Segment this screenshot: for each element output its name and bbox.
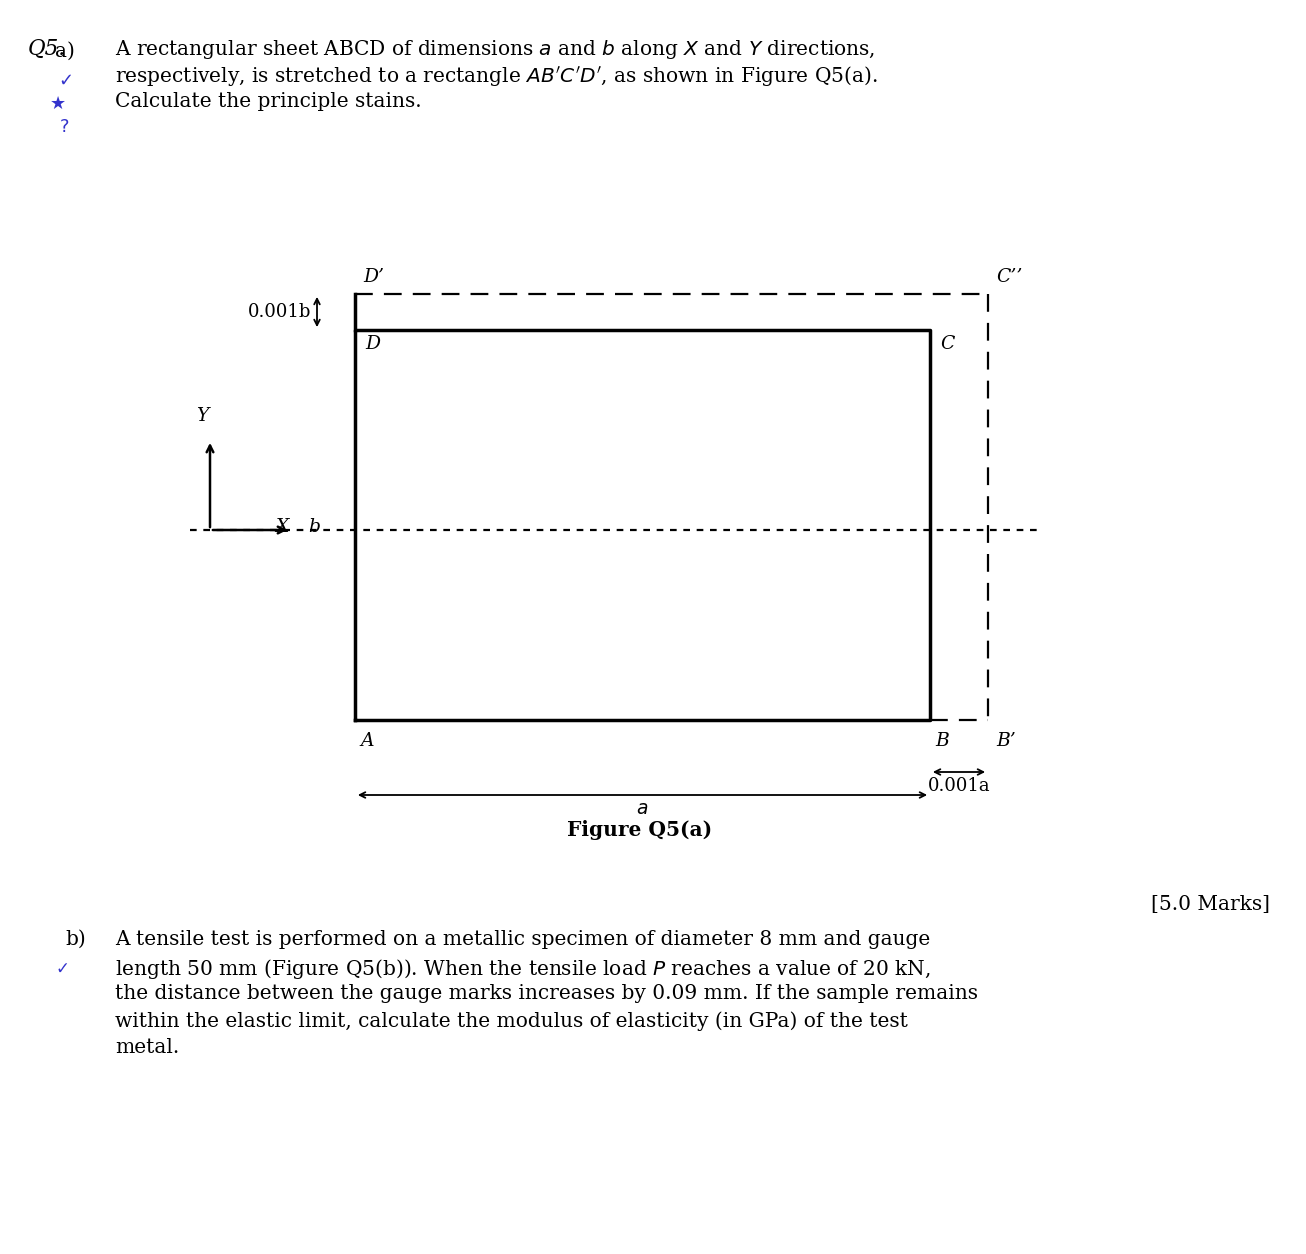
Text: the distance between the gauge marks increases by 0.09 mm. If the sample remains: the distance between the gauge marks inc… bbox=[115, 984, 978, 1003]
Text: ★: ★ bbox=[50, 95, 67, 113]
Text: 0.001b: 0.001b bbox=[248, 303, 311, 321]
Text: Calculate the principle stains.: Calculate the principle stains. bbox=[115, 92, 422, 112]
Text: b: b bbox=[308, 518, 320, 535]
Text: metal.: metal. bbox=[115, 1038, 179, 1057]
Text: [5.0 Marks]: [5.0 Marks] bbox=[1151, 895, 1269, 914]
Text: X: X bbox=[276, 518, 289, 535]
Text: within the elastic limit, calculate the modulus of elasticity (in GPa) of the te: within the elastic limit, calculate the … bbox=[115, 1011, 908, 1031]
Text: C: C bbox=[940, 335, 955, 352]
Text: Figure Q5(a): Figure Q5(a) bbox=[567, 820, 713, 840]
Text: ✓: ✓ bbox=[57, 71, 73, 90]
Text: Q5.: Q5. bbox=[27, 38, 67, 60]
Text: b): b) bbox=[65, 930, 86, 949]
Text: a): a) bbox=[55, 41, 74, 61]
Text: D: D bbox=[364, 335, 380, 352]
Text: C’’: C’’ bbox=[996, 268, 1023, 286]
Text: respectively, is stretched to a rectangle $AB'C'D'$, as shown in Figure Q5(a).: respectively, is stretched to a rectangl… bbox=[115, 65, 878, 89]
Text: 0.001a: 0.001a bbox=[927, 777, 990, 795]
Text: length 50 mm (Figure Q5(b)). When the tensile load $P$ reaches a value of 20 kN,: length 50 mm (Figure Q5(b)). When the te… bbox=[115, 957, 931, 981]
Text: A rectangular sheet ABCD of dimensions $a$ and $b$ along $X$ and $Y$ directions,: A rectangular sheet ABCD of dimensions $… bbox=[115, 38, 875, 61]
Text: A tensile test is performed on a metallic specimen of diameter 8 mm and gauge: A tensile test is performed on a metalli… bbox=[115, 930, 930, 949]
Text: B: B bbox=[935, 732, 948, 750]
Text: D’: D’ bbox=[363, 268, 384, 286]
Text: $a$: $a$ bbox=[636, 800, 649, 818]
Text: Y: Y bbox=[196, 408, 208, 425]
Text: B’: B’ bbox=[996, 732, 1016, 750]
Text: A: A bbox=[360, 732, 374, 750]
Text: ✓: ✓ bbox=[55, 961, 69, 978]
Text: ?: ? bbox=[60, 118, 69, 135]
